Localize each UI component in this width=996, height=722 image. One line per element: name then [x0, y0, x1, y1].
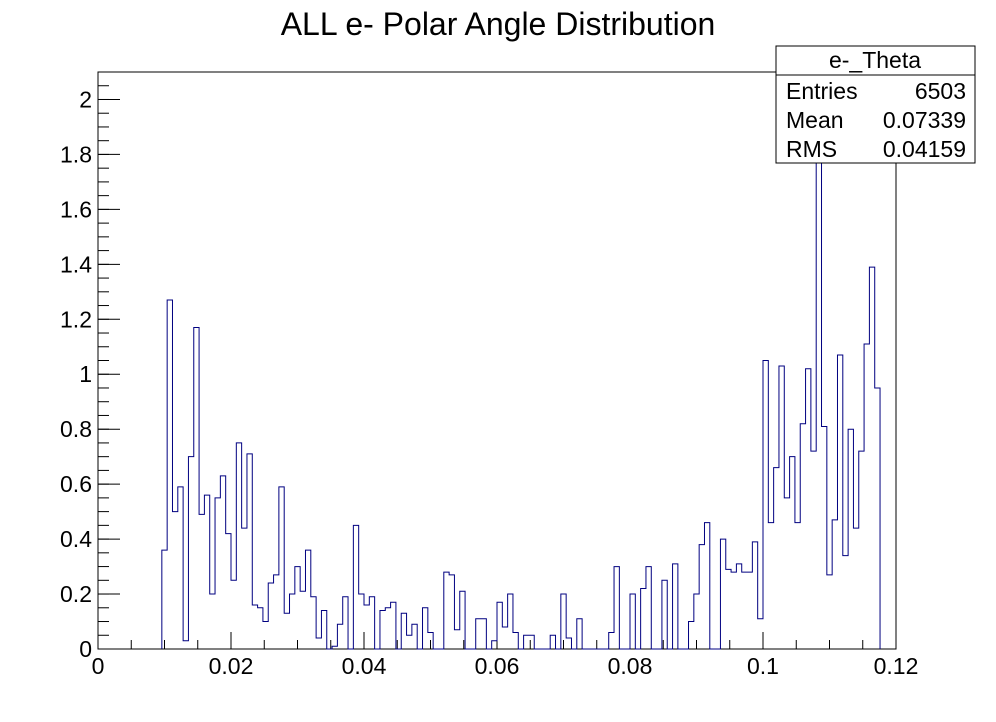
y-tick-label: 1	[79, 361, 92, 387]
stats-box: e-_Theta Entries 6503 Mean 0.07339 RMS 0…	[775, 45, 976, 164]
x-tick-label: 0.08	[608, 653, 653, 679]
stats-entries-value: 6503	[915, 78, 966, 104]
stats-mean-value: 0.07339	[883, 107, 966, 133]
y-tick-label: 0.2	[60, 581, 92, 607]
y-tick-label: 0.6	[60, 471, 92, 497]
x-axis: 0 0.02 0.04 0.06 0.08 0.1 0.12	[92, 632, 919, 679]
stats-box-title: e-_Theta	[829, 47, 921, 73]
y-tick-label: 0.4	[60, 526, 92, 552]
y-tick-label: 0	[79, 636, 92, 662]
y-tick-label: 0.8	[60, 416, 92, 442]
x-tick-label: 0.1	[747, 653, 779, 679]
y-tick-label: 1.4	[60, 251, 92, 277]
x-tick-label: 0.02	[209, 653, 254, 679]
x-tick-label: 0	[92, 653, 105, 679]
stats-mean-label: Mean	[786, 107, 844, 133]
histogram-outline	[161, 159, 881, 650]
x-tick-label: 0.06	[475, 653, 520, 679]
chart-title: ALL e- Polar Angle Distribution	[281, 6, 716, 42]
stats-entries-label: Entries	[786, 78, 858, 104]
y-tick-label: 2	[79, 86, 92, 112]
x-tick-label: 0.04	[342, 653, 387, 679]
stats-rms-value: 0.04159	[883, 136, 966, 162]
y-tick-label: 1.6	[60, 196, 92, 222]
y-axis: 0 0.2 0.4 0.6 0.8 1 1.2 1.4 1.6 1.8 2	[60, 71, 120, 662]
stats-box-frame	[775, 45, 976, 164]
x-tick-label: 0.12	[874, 653, 919, 679]
stats-rms-label: RMS	[786, 136, 837, 162]
y-tick-label: 1.2	[60, 306, 92, 332]
y-tick-label: 1.8	[60, 141, 92, 167]
